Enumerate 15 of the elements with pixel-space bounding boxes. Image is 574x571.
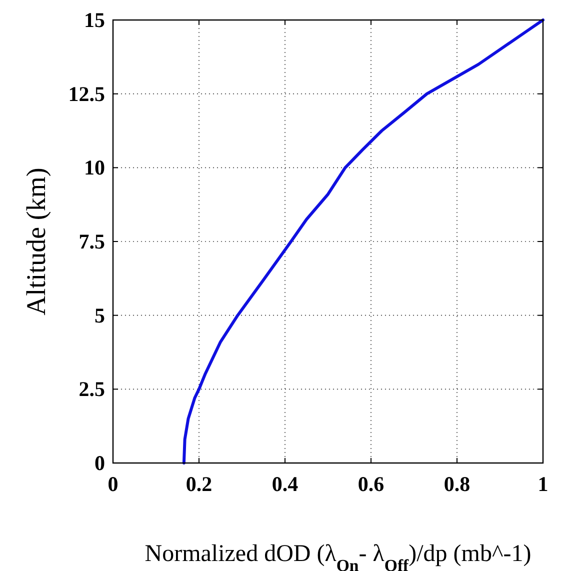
- x-axis-title: Normalized dOD (λ$_{On}$- λ$_{Off}$)/dp (mb^-1): [144, 541, 532, 571]
- x-tick-label: 0.4: [272, 472, 299, 496]
- y-tick-label: 2.5: [78, 377, 105, 402]
- x-tick-label: 0.2: [186, 472, 212, 496]
- y-axis-title: Altitude (km): [21, 168, 51, 316]
- y-tick-label: 5: [94, 303, 105, 328]
- y-tick-label: 12.5: [68, 82, 105, 106]
- y-tick-label: 10: [84, 156, 105, 180]
- x-tick-label: 0.6: [358, 472, 384, 496]
- y-tick-label: 0: [94, 451, 105, 475]
- x-tick-label: 0.8: [444, 472, 470, 496]
- x-tick-label: 1: [538, 472, 548, 496]
- y-tick-label: 7.5: [78, 230, 105, 254]
- y-tick-label: 15: [84, 8, 105, 32]
- line-series: [182, 18, 544, 464]
